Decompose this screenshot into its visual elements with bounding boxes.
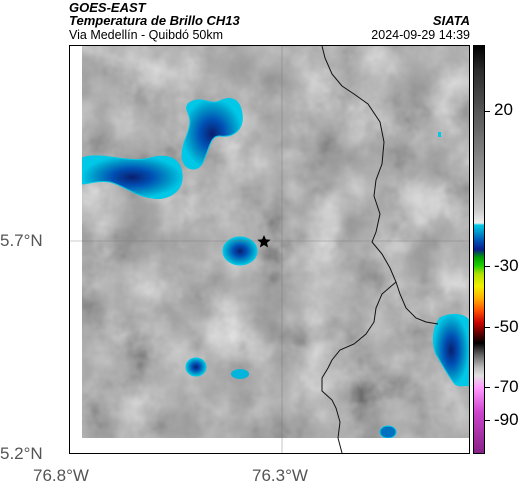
agency-label: SIATA xyxy=(432,13,470,28)
colorbar-tick xyxy=(485,387,490,388)
cloud-cell-south xyxy=(379,425,397,439)
cloud-cell-west xyxy=(81,155,183,200)
lat-label-5-7: 5.7°N xyxy=(0,231,43,250)
colorbar-label-minus70: -70 xyxy=(494,377,519,396)
cloud-cell-center xyxy=(222,236,258,266)
lat-label-5-2: 5.2°N xyxy=(0,444,43,463)
colorbar-tick xyxy=(485,327,490,328)
colorbar-label-minus50: -50 xyxy=(494,317,519,336)
cloud-speck xyxy=(438,132,441,137)
colorbar-label-minus30: -30 xyxy=(494,256,519,275)
colorbar-tick xyxy=(485,266,490,267)
colorbar-label-minus90: -90 xyxy=(494,410,519,429)
temperature-colorbar xyxy=(473,45,485,454)
product-title: Temperatura de Brillo CH13 xyxy=(69,13,240,28)
lon-label-76-8: 76.8°W xyxy=(33,466,89,485)
colorbar-label-20: 20 xyxy=(494,100,513,119)
satellite-name: GOES-EAST xyxy=(69,0,146,15)
lon-label-76-3: 76.3°W xyxy=(252,466,308,485)
satellite-map xyxy=(69,45,470,454)
no-data-margins xyxy=(70,46,469,453)
cloud-cell-small-1 xyxy=(185,357,207,377)
map-canvas xyxy=(70,46,469,453)
cold-cloud-cells xyxy=(81,98,469,439)
colorbar-tick xyxy=(485,111,490,112)
department-boundary xyxy=(321,46,439,453)
colorbar-tick xyxy=(485,420,490,421)
cloud-cell-east xyxy=(432,313,469,387)
route-subtitle: Via Medellín - Quibdó 50km xyxy=(69,28,224,42)
cloud-cell-small-2 xyxy=(231,369,249,379)
brightness-temperature-field xyxy=(82,46,469,438)
star-marker xyxy=(257,235,271,248)
cloud-cell-north xyxy=(181,98,243,170)
graticule xyxy=(70,46,469,453)
datetime-label: 2024-09-29 14:39 xyxy=(371,28,470,42)
